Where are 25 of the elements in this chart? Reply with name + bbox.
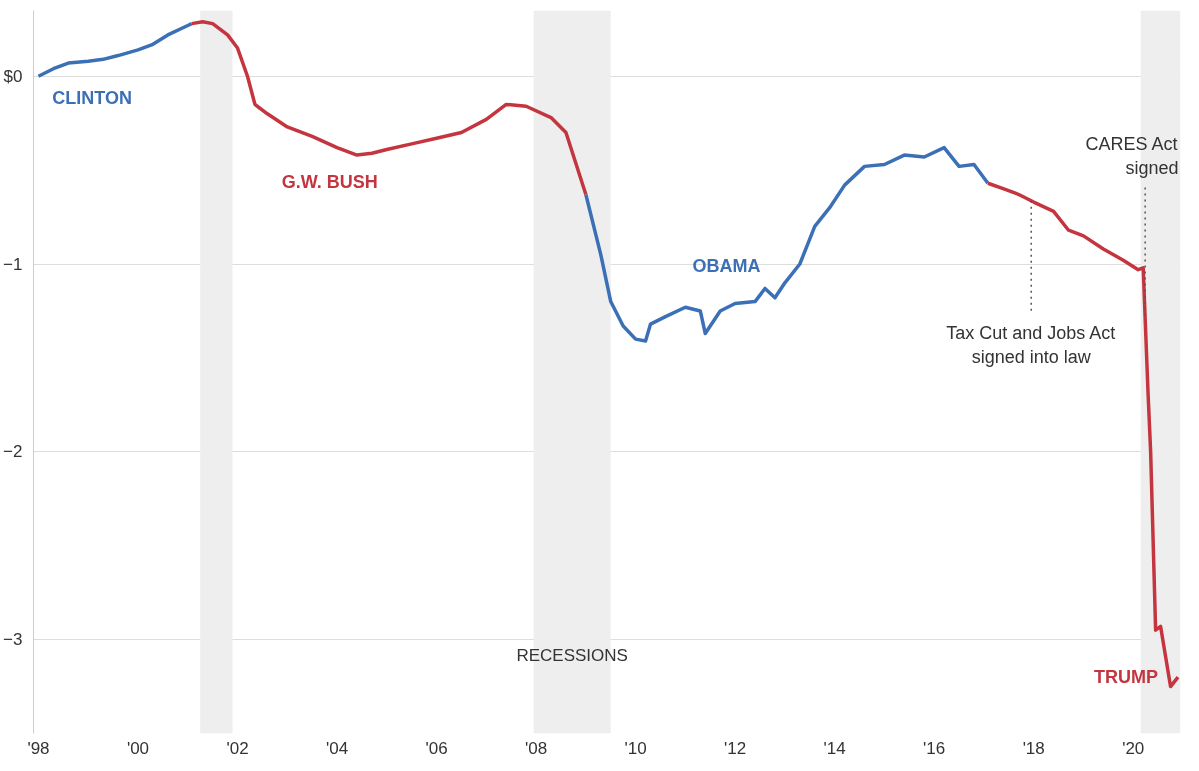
band-label: RECESSIONS	[516, 645, 628, 665]
ref-line-label: Tax Cut and Jobs Act signed into law	[946, 322, 1116, 367]
x-tick-label: '00	[126, 738, 150, 758]
y-tick-label: $0	[3, 66, 23, 86]
x-tick-label: '10	[624, 738, 647, 758]
y-tick-label: −1	[3, 254, 23, 274]
line-series	[36, 21, 194, 78]
x-tick-label: '20	[1122, 738, 1145, 758]
x-tick-label: '18	[1022, 738, 1045, 758]
x-tick-label: '98	[27, 738, 50, 758]
series-label: G.W. BUSH	[281, 171, 378, 192]
y-tick-label: −2	[3, 442, 23, 462]
x-tick-label: '04	[325, 738, 349, 758]
y-tick-label: −3	[3, 630, 23, 650]
series-label: TRUMP	[1094, 667, 1159, 688]
series-label: OBAMA	[692, 256, 761, 277]
ref-line-label: CARES Act signed	[1085, 134, 1179, 179]
x-tick-label: '16	[923, 738, 946, 758]
x-tick-label: '14	[823, 738, 846, 758]
x-tick-label: '08	[525, 738, 548, 758]
x-tick-label: '06	[425, 738, 448, 758]
x-tick-label: '12	[724, 738, 747, 758]
series-label: CLINTON	[52, 88, 132, 109]
x-tick-label: '02	[226, 738, 249, 758]
line-series	[189, 20, 588, 197]
